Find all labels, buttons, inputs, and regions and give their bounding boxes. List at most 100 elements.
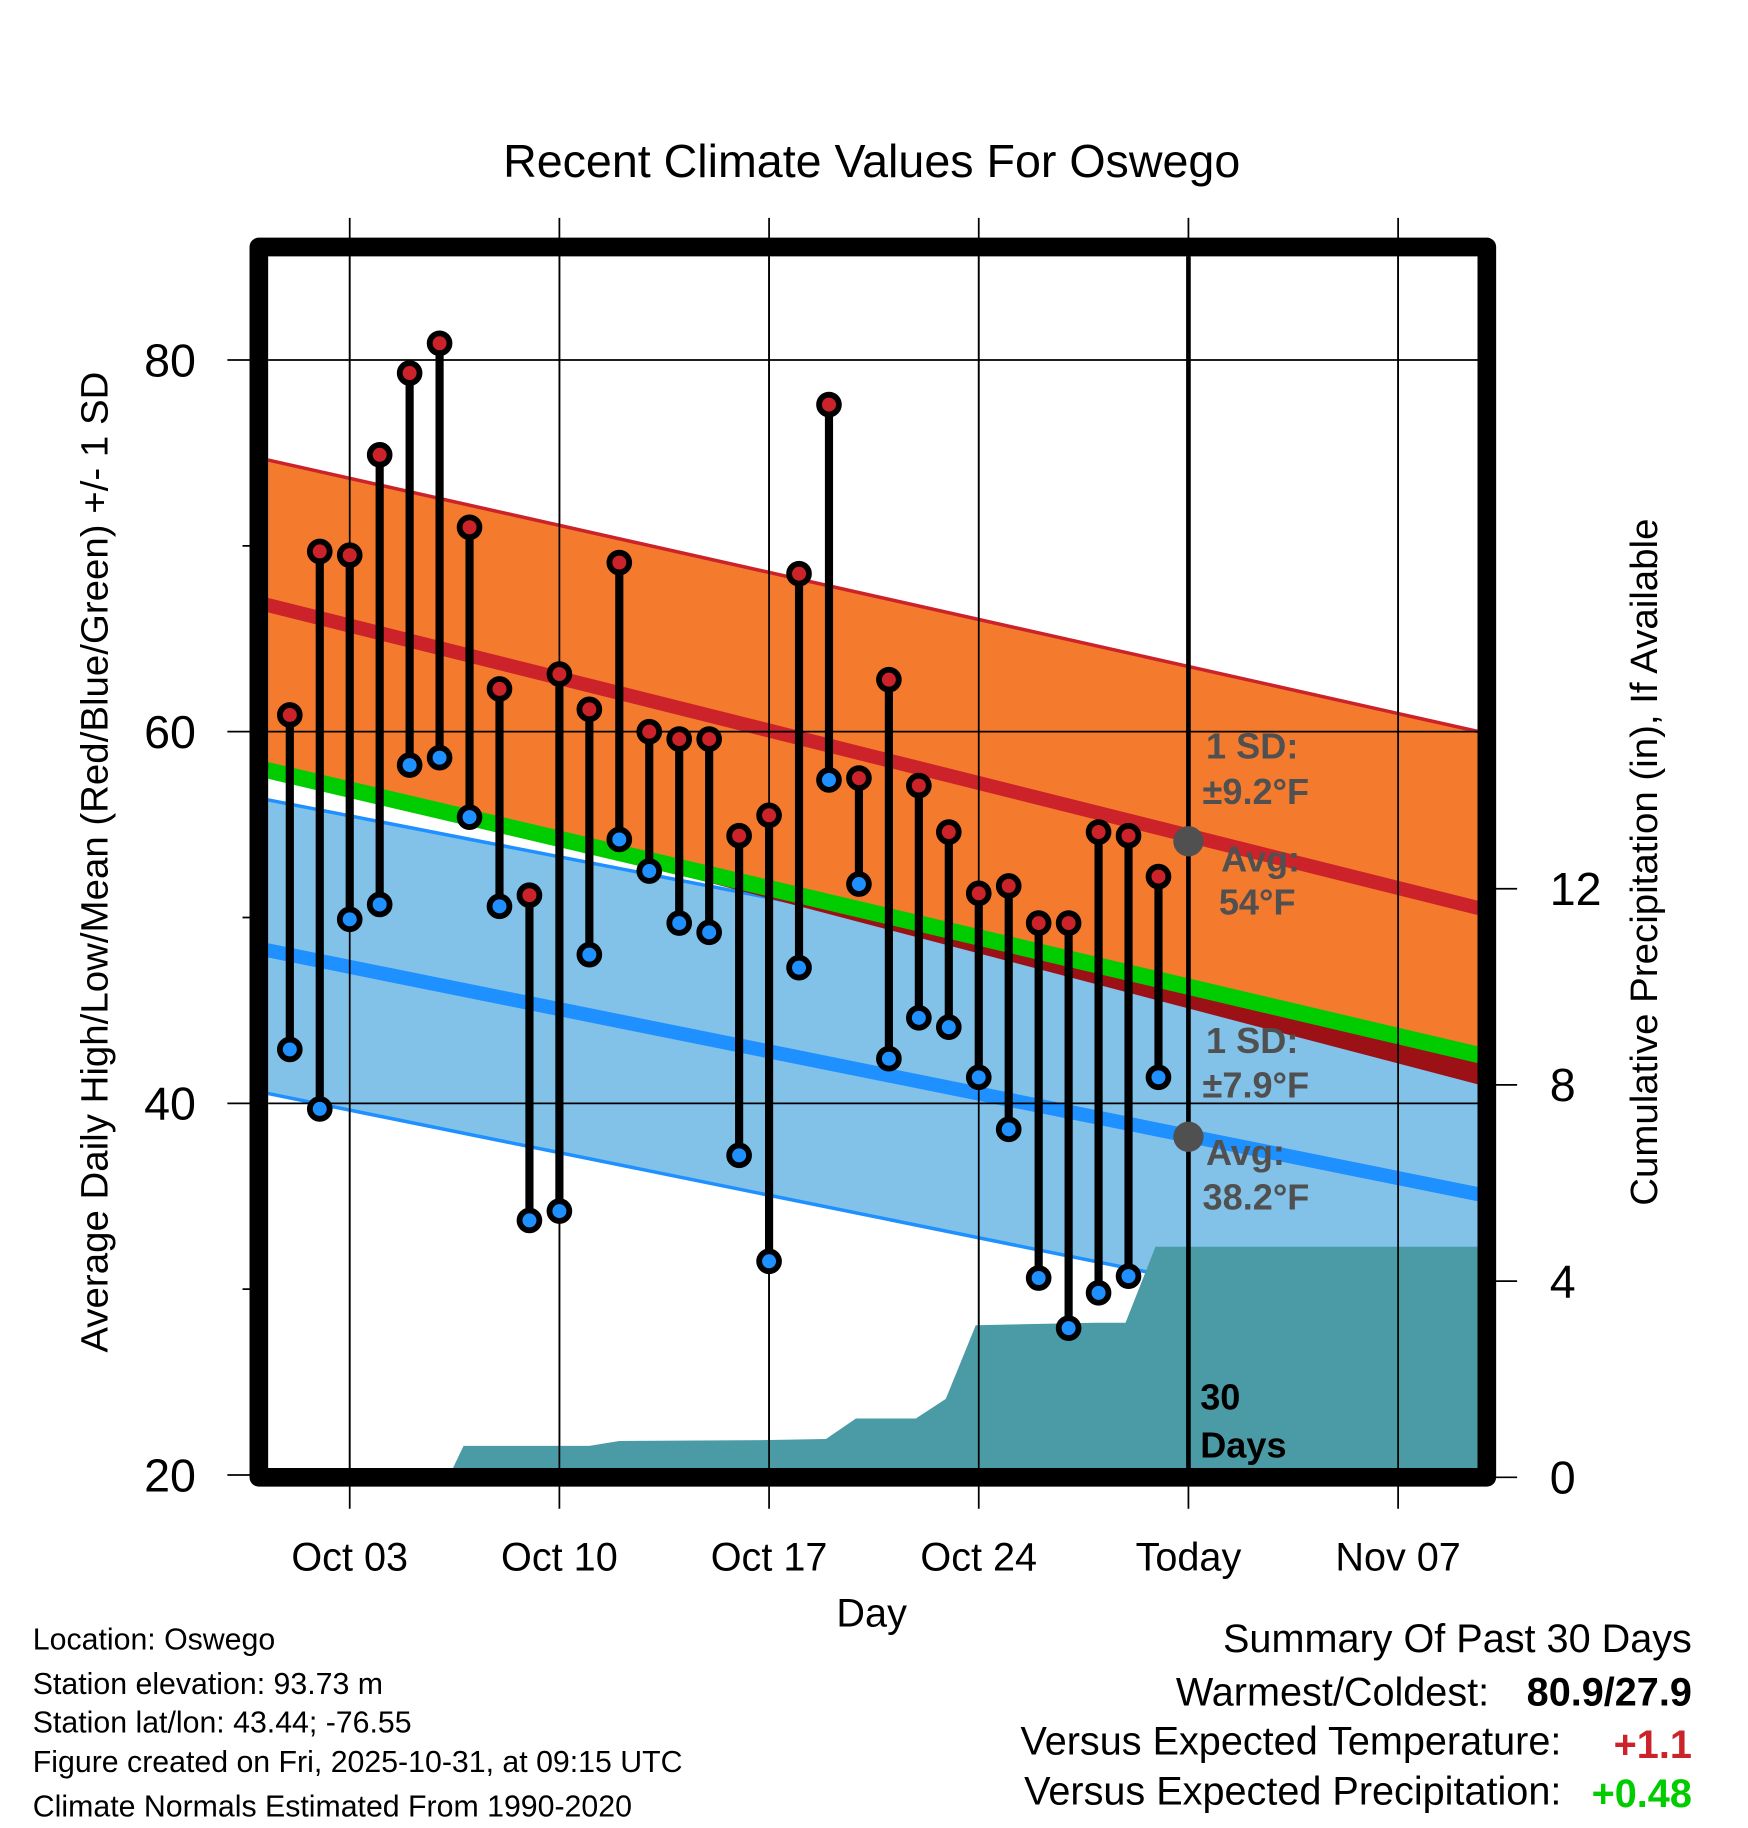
high-temp-point — [965, 880, 992, 907]
low-temp-point — [486, 893, 513, 920]
high-temp-point — [995, 873, 1022, 899]
avg-low-line — [268, 943, 1478, 1202]
low-temp-point — [456, 804, 483, 830]
today-low-avg-marker — [1173, 1121, 1204, 1152]
low-avg-label: Avg: — [1206, 1132, 1285, 1173]
high-temp-point — [516, 882, 543, 909]
low-temp-point — [336, 906, 363, 933]
high-sd-band — [268, 460, 1478, 1083]
low-temp-point — [906, 1005, 932, 1031]
high-temp-point — [696, 726, 722, 752]
high-temp-point — [1055, 910, 1082, 936]
plot-area — [268, 458, 1478, 1468]
high-temp-point — [906, 772, 932, 799]
x-tick-label: Nov 07 — [1335, 1536, 1461, 1580]
summary-title: Summary Of Past 30 Days — [1223, 1617, 1692, 1661]
warmest-label: Warmest/Coldest: — [1176, 1671, 1489, 1715]
high-temp-point — [756, 802, 782, 829]
high-temp-point — [336, 542, 363, 568]
low-avg-value: 38.2°F — [1203, 1176, 1310, 1217]
y2-axis-label: Cumulative Precipitation (in), If Availa… — [1623, 519, 1666, 1206]
y-tick-label: 20 — [144, 1449, 196, 1501]
high-temp-point — [426, 330, 453, 357]
created-text: Figure created on Fri, 2025-10-31, at 09… — [33, 1746, 683, 1779]
low-temp-point — [1145, 1064, 1172, 1091]
low-temp-point — [1085, 1280, 1112, 1306]
low-temp-point — [756, 1248, 782, 1275]
low-temp-point — [876, 1045, 902, 1072]
temp-vs-expected-value: +1.1 — [1614, 1723, 1692, 1767]
x-tick-label: Oct 24 — [920, 1536, 1037, 1580]
precip-vs-expected-value: +0.48 — [1592, 1772, 1692, 1816]
high-temp-point — [276, 702, 303, 728]
low-temp-point — [576, 941, 603, 968]
high-temp-point — [666, 726, 693, 752]
low-temp-point — [786, 954, 812, 981]
annotations: 1 SD: ±9.2°F Avg: 54°F 1 SD: ±7.9°F Avg:… — [1200, 725, 1309, 1465]
low-temp-point — [995, 1116, 1022, 1143]
low-sd-label: 1 SD: — [1206, 1020, 1298, 1061]
high-temp-point — [1115, 822, 1142, 849]
x-tick-label: Today — [1136, 1536, 1242, 1580]
location-text: Location: Oswego — [33, 1624, 275, 1657]
low-temp-point — [276, 1036, 303, 1063]
high-temp-point — [876, 666, 902, 693]
high-temp-point — [816, 391, 842, 418]
low-temp-point — [426, 744, 453, 771]
high-temp-point — [1025, 910, 1052, 936]
precip-vs-expected-label: Versus Expected Precipitation: — [1024, 1770, 1561, 1814]
high-temp-point — [935, 819, 962, 845]
high-temp-point — [366, 441, 393, 468]
high-temp-point — [1145, 863, 1172, 890]
low-temp-point — [366, 891, 393, 918]
high-avg-label: Avg: — [1221, 838, 1300, 879]
y-axis-label: Average Daily High/Low/Mean (Red/Blue/Gr… — [73, 372, 116, 1353]
station-info: Location: Oswego Station elevation: 93.7… — [33, 1624, 683, 1824]
x-tick-label: Oct 03 — [291, 1536, 408, 1580]
high-temp-point — [486, 676, 513, 702]
high-sd-label: 1 SD: — [1206, 725, 1298, 766]
today-high-avg-marker — [1173, 826, 1204, 857]
low-temp-point — [1055, 1315, 1082, 1341]
temp-vs-expected-label: Versus Expected Temperature: — [1020, 1720, 1561, 1764]
low-temp-point — [1115, 1263, 1142, 1289]
high-temp-point — [576, 696, 603, 723]
high-temp-point — [846, 765, 872, 791]
latlon-text: Station lat/lon: 43.44; -76.55 — [33, 1706, 412, 1739]
low-temp-point — [396, 752, 423, 778]
high-sd-value: ±9.2°F — [1203, 771, 1310, 812]
summary: Summary Of Past 30 Days Warmest/Coldest:… — [1020, 1617, 1691, 1816]
low-temp-point — [846, 871, 872, 897]
low-temp-point — [666, 910, 693, 936]
y2-tick-label: 12 — [1550, 863, 1602, 915]
low-temp-point — [726, 1142, 752, 1169]
high-temp-point — [726, 822, 752, 849]
high-band-upper-edge — [268, 458, 1478, 734]
low-temp-point — [606, 826, 633, 853]
axes: 20 40 60 80 0 4 8 12 Oct 03 Oct 10 Oct 17 Oct 24 Tod… — [144, 334, 1601, 1579]
high-temp-point — [786, 560, 812, 587]
y2-tick-label: 0 — [1550, 1452, 1576, 1504]
plot-frame — [249, 237, 1497, 1487]
y-tick-label: 60 — [144, 706, 196, 758]
chart-title: Recent Climate Values For Oswego — [503, 135, 1240, 187]
low-temp-point — [965, 1064, 992, 1091]
high-temp-point — [546, 661, 573, 687]
period-number: 30 — [1200, 1377, 1240, 1418]
high-temp-point — [306, 538, 333, 565]
y2-tick-label: 4 — [1550, 1255, 1576, 1307]
low-temp-point — [516, 1207, 543, 1234]
low-temp-point — [816, 767, 842, 793]
high-avg-value: 54°F — [1219, 882, 1296, 923]
high-temp-point — [456, 514, 483, 541]
elevation-text: Station elevation: 93.73 m — [33, 1668, 383, 1701]
low-temp-point — [696, 919, 722, 946]
y2-tick-label: 8 — [1550, 1059, 1576, 1111]
high-temp-point — [396, 360, 423, 386]
high-temp-point — [1085, 819, 1112, 845]
low-temp-point — [935, 1014, 962, 1040]
warmest-value: 80.9/27.9 — [1527, 1671, 1692, 1715]
overlay — [268, 256, 1478, 1468]
y-tick-label: 40 — [144, 1078, 196, 1130]
low-temp-point — [306, 1096, 333, 1122]
